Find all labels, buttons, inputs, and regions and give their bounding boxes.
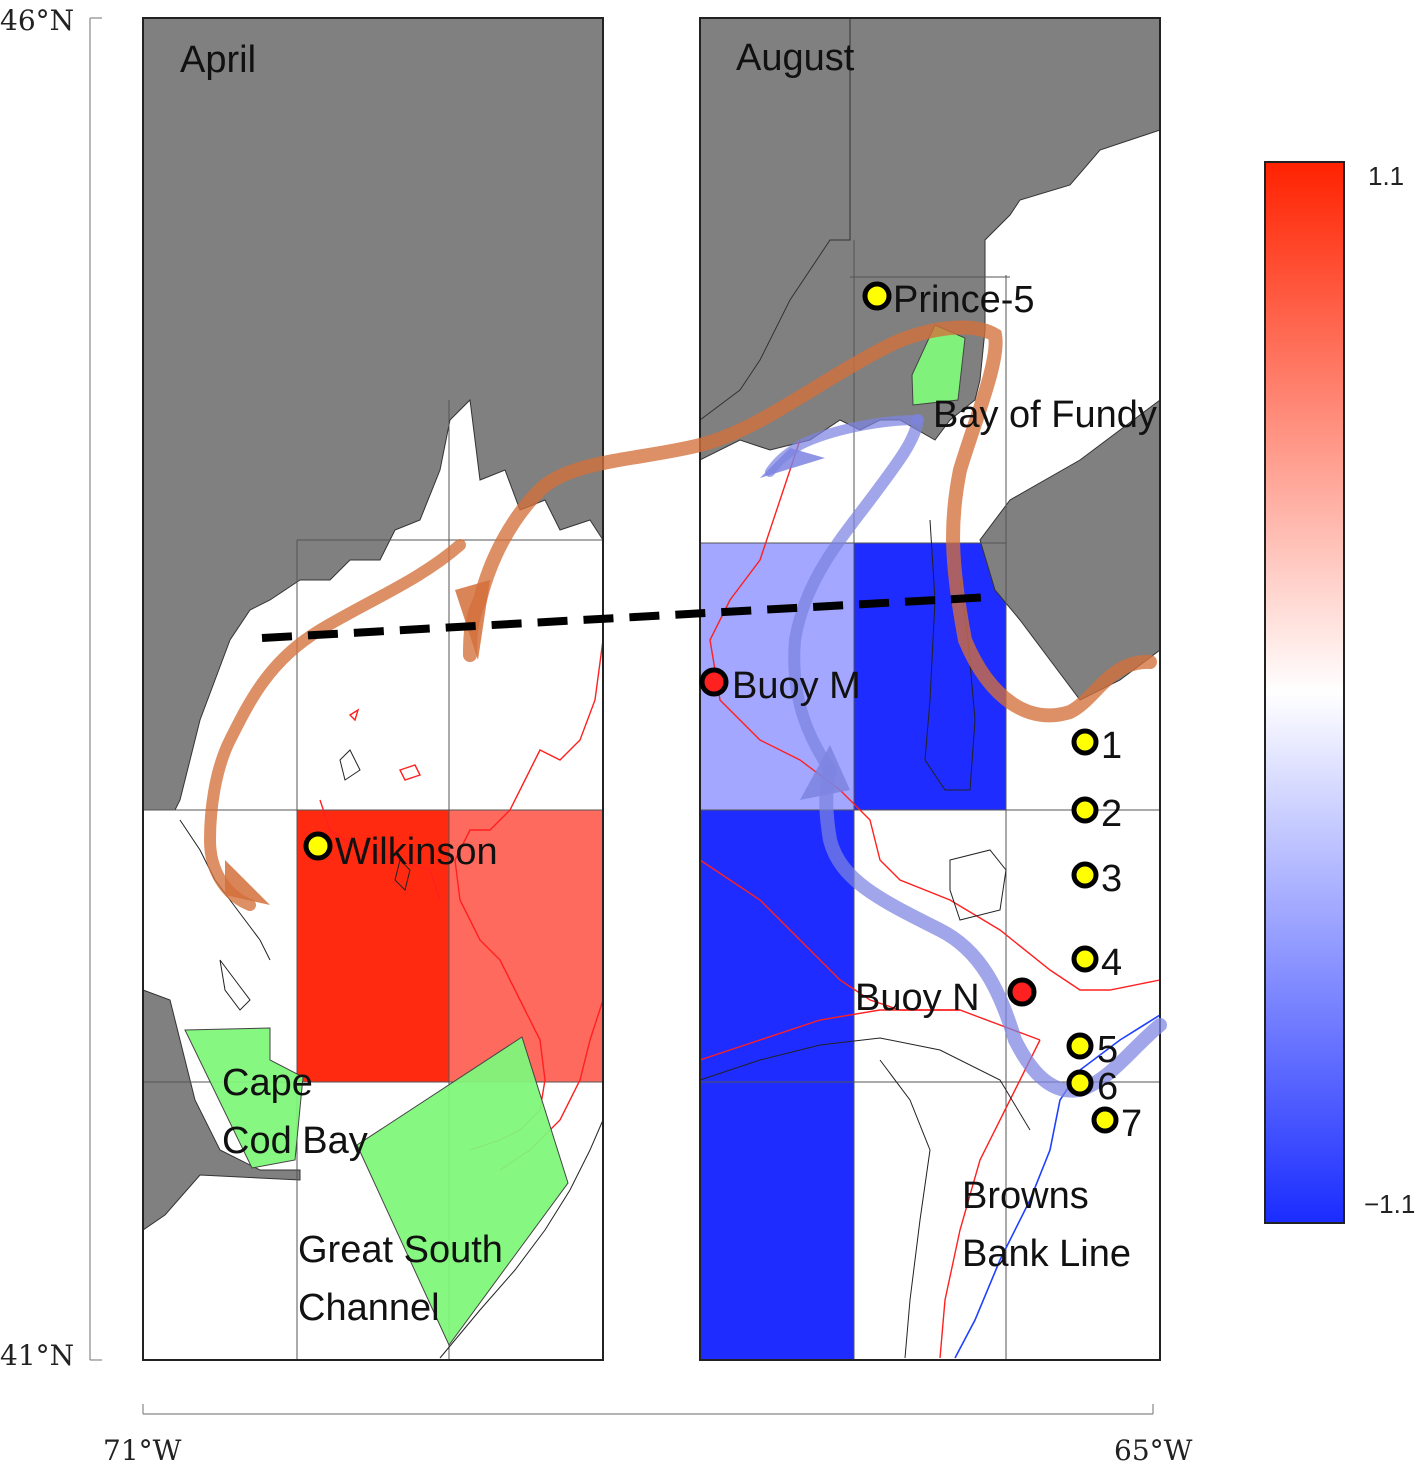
- browns-bank-label-line1: Browns: [962, 1175, 1089, 1217]
- august-cell-low-sw: [700, 810, 854, 1360]
- colorbar-max-label: 1.1: [1368, 161, 1404, 191]
- april-panel-frame: [142, 17, 604, 1361]
- april-title: April: [180, 39, 256, 81]
- august-panel: August: [699, 17, 1161, 1361]
- august-deep-contour-blue: [954, 1014, 1161, 1359]
- buoy-n-marker[interactable]: [1007, 977, 1037, 1007]
- bbl-station-1[interactable]: [1071, 728, 1099, 756]
- orange-flow-arrows: [203, 320, 1157, 911]
- cape-cod-bay-label-line1: Cape: [222, 1062, 313, 1104]
- bbl-label-3: 3: [1101, 858, 1122, 900]
- bbl-station-4[interactable]: [1071, 945, 1099, 973]
- longitude-right-label: 65°W: [1114, 1434, 1193, 1464]
- april-panel: April: [142, 17, 604, 1361]
- prince5-marker[interactable]: [862, 281, 892, 311]
- august-panel-frame: [699, 17, 1161, 1361]
- orange-arrowheads: [225, 580, 490, 905]
- latitude-top-label: 46°N: [0, 4, 74, 37]
- wilkinson-label: Wilkinson: [335, 831, 498, 873]
- browns-bank-stations: 1 2 3 4 5 6 7: [1066, 725, 1142, 1145]
- bbl-label-6: 6: [1097, 1066, 1118, 1108]
- buoy-n-label: Buoy N: [855, 977, 980, 1019]
- bbl-label-2: 2: [1101, 793, 1122, 835]
- bbl-station-7[interactable]: [1091, 1106, 1119, 1134]
- browns-bank-label-line2: Bank Line: [962, 1233, 1131, 1275]
- bbl-station-2[interactable]: [1071, 796, 1099, 824]
- cape-cod-bay-area: [184, 1027, 304, 1169]
- buoy-m-marker[interactable]: [699, 667, 729, 697]
- buoy-m-label: Buoy M: [732, 665, 861, 707]
- colorbar: [1264, 161, 1345, 1224]
- wilkinson-marker[interactable]: [303, 831, 333, 861]
- boundary-dashed-line: [261, 593, 991, 642]
- bbl-label-5: 5: [1097, 1029, 1118, 1071]
- great-south-channel-label-line1: Great South: [298, 1229, 503, 1271]
- great-south-channel-area: [356, 1036, 569, 1346]
- april-cell-med-high: [449, 810, 603, 1082]
- bbl-label-4: 4: [1101, 942, 1122, 984]
- bbl-station-6[interactable]: [1066, 1069, 1094, 1097]
- longitude-left-label: 71°W: [103, 1434, 182, 1464]
- august-land-maine: [699, 17, 851, 421]
- bay-of-fundy-label: Bay of Fundy: [933, 394, 1157, 436]
- buoy-m-station[interactable]: Buoy M: [699, 665, 861, 707]
- april-land-cape: [142, 989, 301, 1231]
- longitude-axis: [142, 1404, 1154, 1415]
- cape-cod-bay-label-line2: Cod Bay: [222, 1120, 368, 1162]
- prince5-label: Prince-5: [893, 279, 1035, 321]
- bbl-label-1: 1: [1101, 725, 1122, 767]
- april-land-north: [142, 17, 604, 811]
- bbl-station-5[interactable]: [1066, 1032, 1094, 1060]
- august-bathymetry-red: [699, 439, 1161, 1359]
- bay-of-fundy-area: [911, 324, 966, 406]
- august-title: August: [736, 37, 855, 79]
- latitude-bottom-label: 41°N: [0, 1339, 74, 1372]
- bbl-label-7: 7: [1121, 1103, 1142, 1145]
- prince5-station[interactable]: Prince-5: [862, 279, 1035, 321]
- wilkinson-station[interactable]: Wilkinson: [303, 831, 498, 873]
- blue-arrowheads: [760, 448, 850, 800]
- great-south-channel-label-line2: Channel: [298, 1287, 440, 1329]
- buoy-n-station[interactable]: Buoy N: [855, 977, 1037, 1019]
- latitude-axis: [89, 17, 102, 1361]
- bbl-station-3[interactable]: [1071, 861, 1099, 889]
- colorbar-min-label: −1.1: [1364, 1189, 1415, 1219]
